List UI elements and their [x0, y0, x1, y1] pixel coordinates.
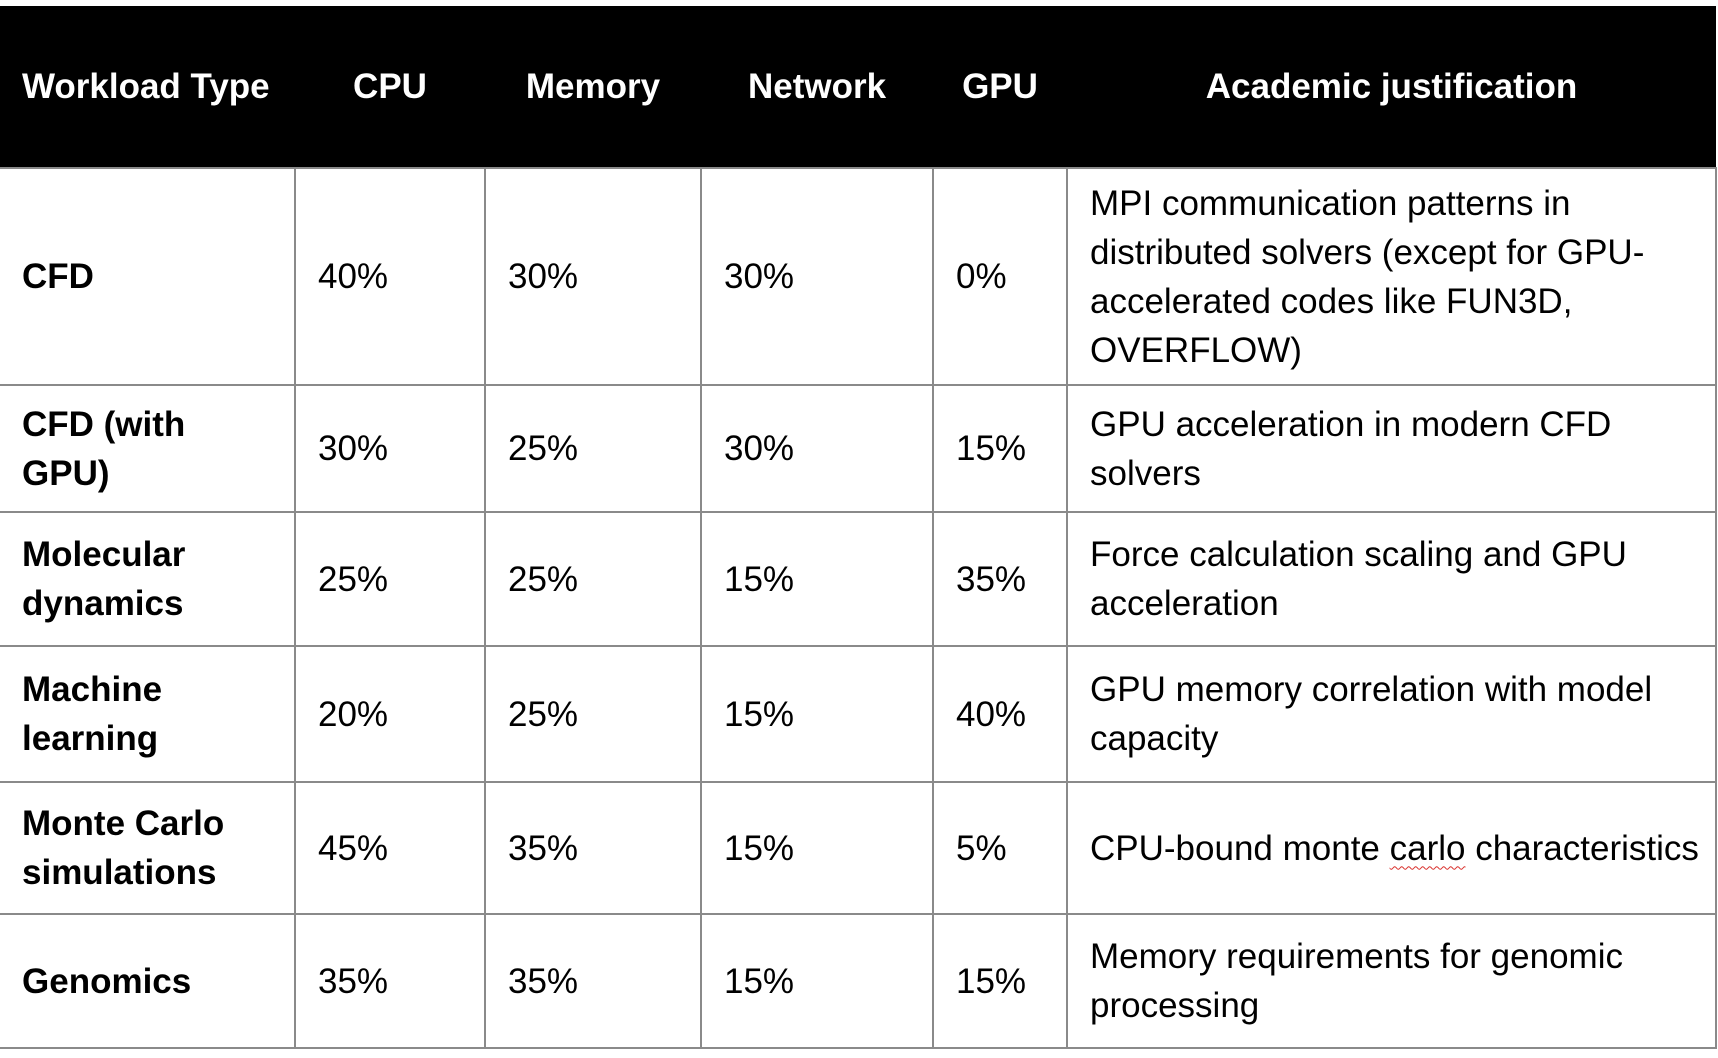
- header-academic-justification: Academic justification: [1067, 6, 1716, 168]
- cell-justification: CPU-bound monte carlo characteristics: [1066, 781, 1717, 915]
- table-row: Molecular dynamics 25% 25% 15% 35% Force…: [0, 511, 1717, 647]
- cell-justification: MPI communication patterns in distribute…: [1066, 167, 1717, 386]
- cell-gpu: 35%: [932, 511, 1068, 647]
- cell-memory: 35%: [484, 913, 702, 1049]
- cell-workload-type: CFD: [0, 167, 296, 386]
- cell-gpu: 5%: [932, 781, 1068, 915]
- cell-cpu: 35%: [294, 913, 486, 1049]
- header-workload-type: Workload Type: [0, 6, 295, 168]
- cell-network: 30%: [700, 167, 934, 386]
- cell-memory: 25%: [484, 511, 702, 647]
- cell-gpu: 15%: [932, 913, 1068, 1049]
- spellcheck-flagged-word[interactable]: carlo: [1389, 828, 1466, 868]
- cell-justification: GPU memory correlation with model capaci…: [1066, 645, 1717, 783]
- cell-workload-type: Machine learning: [0, 645, 296, 783]
- cell-memory: 25%: [484, 645, 702, 783]
- cell-cpu: 45%: [294, 781, 486, 915]
- cell-cpu: 40%: [294, 167, 486, 386]
- cell-network: 15%: [700, 645, 934, 783]
- cell-cpu: 30%: [294, 384, 486, 513]
- cell-network: 15%: [700, 511, 934, 647]
- cell-workload-type: CFD (with GPU): [0, 384, 296, 513]
- header-gpu: GPU: [933, 6, 1067, 168]
- table-row: Monte Carlo simulations 45% 35% 15% 5% C…: [0, 781, 1717, 915]
- cell-network: 30%: [700, 384, 934, 513]
- cell-workload-type: Molecular dynamics: [0, 511, 296, 647]
- cell-justification: GPU acceleration in modern CFD solvers: [1066, 384, 1717, 513]
- justification-text: characteristics: [1465, 828, 1699, 868]
- cell-gpu: 40%: [932, 645, 1068, 783]
- workload-table-container: Workload Type CPU Memory Network GPU Aca…: [0, 6, 1717, 1049]
- cell-memory: 35%: [484, 781, 702, 915]
- justification-text: CPU-bound monte: [1090, 828, 1390, 868]
- cell-network: 15%: [700, 913, 934, 1049]
- table-row: CFD 40% 30% 30% 0% MPI communication pat…: [0, 167, 1717, 386]
- cell-memory: 25%: [484, 384, 702, 513]
- table-row: Genomics 35% 35% 15% 15% Memory requirem…: [0, 913, 1717, 1049]
- cell-justification: Memory requirements for genomic processi…: [1066, 913, 1717, 1049]
- cell-gpu: 15%: [932, 384, 1068, 513]
- header-memory: Memory: [485, 6, 701, 168]
- header-network: Network: [701, 6, 933, 168]
- header-row: Workload Type CPU Memory Network GPU Aca…: [0, 6, 1716, 168]
- table-row: CFD (with GPU) 30% 25% 30% 15% GPU accel…: [0, 384, 1717, 513]
- workload-weights-table: Workload Type CPU Memory Network GPU Aca…: [0, 6, 1717, 1049]
- header-cpu: CPU: [295, 6, 485, 168]
- cell-cpu: 25%: [294, 511, 486, 647]
- cell-cpu: 20%: [294, 645, 486, 783]
- table-row: Machine learning 20% 25% 15% 40% GPU mem…: [0, 645, 1717, 783]
- cell-workload-type: Monte Carlo simulations: [0, 781, 296, 915]
- cell-network: 15%: [700, 781, 934, 915]
- cell-justification: Force calculation scaling and GPU accele…: [1066, 511, 1717, 647]
- cell-gpu: 0%: [932, 167, 1068, 386]
- cell-memory: 30%: [484, 167, 702, 386]
- cell-workload-type: Genomics: [0, 913, 296, 1049]
